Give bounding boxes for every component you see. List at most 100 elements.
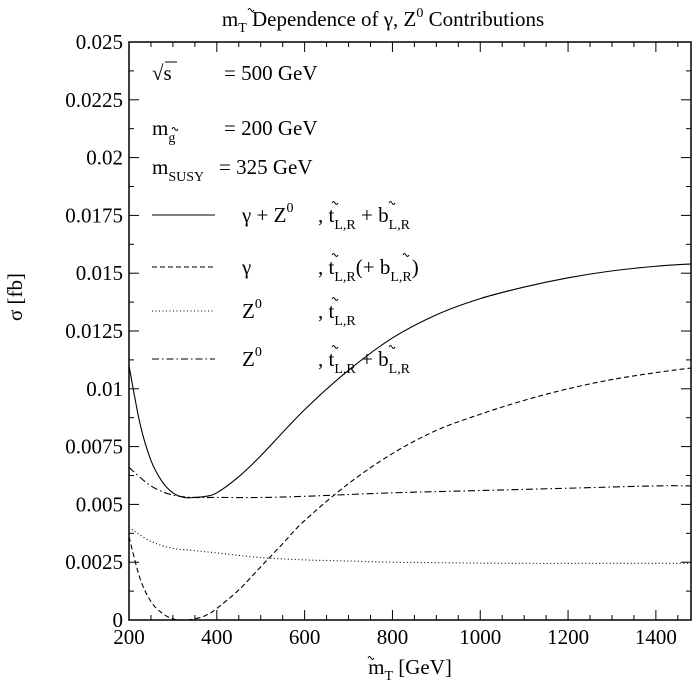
- y-axis-label-text: σ [fb]: [3, 273, 27, 321]
- tilde-mark: [331, 201, 339, 205]
- chart-title: mT Dependence of γ, Z0 Contributions: [222, 6, 544, 36]
- legend: γ + Z0, tL,R + bL,Rγ, tL,R(+ bL,R)Z0, tL…: [152, 201, 419, 377]
- legend-squarks: , tL,R(+ bL,R): [318, 255, 419, 285]
- legend-process: Z0: [242, 345, 262, 371]
- y-tick-label: 0.0075: [65, 435, 123, 459]
- tilde-mark: [247, 8, 255, 12]
- param-value: = 325 GeV: [219, 155, 313, 179]
- y-tick-label: 0.02: [86, 146, 123, 170]
- x-tick-label: 200: [113, 625, 145, 649]
- param-symbol: √s: [152, 61, 172, 85]
- legend-process-main: Z: [242, 347, 255, 371]
- chart-title-main: m: [222, 7, 238, 31]
- y-tick-label: 0.025: [76, 30, 123, 54]
- x-axis-label-sub: T: [384, 669, 393, 684]
- legend-stop: , t: [318, 255, 335, 279]
- legend-process-main: Z: [242, 299, 255, 323]
- chart-title-rest: Dependence of γ, Z: [247, 7, 417, 31]
- legend-process-main: γ: [241, 255, 251, 279]
- legend-squarks: , tL,R + bL,R: [318, 347, 411, 377]
- x-tick-label: 1200: [547, 625, 589, 649]
- tilde-mark: [331, 345, 339, 349]
- legend-stop: , t: [318, 299, 335, 323]
- svg-text:mT [GeV]: mT [GeV]: [368, 655, 452, 684]
- y-axis-label: σ [fb]: [3, 273, 27, 321]
- tilde-mark: [388, 201, 396, 205]
- y-tick-label: 0.015: [76, 261, 123, 285]
- chart-title-tail: Contributions: [423, 7, 544, 31]
- legend-sbottom-sub: L,R: [389, 362, 411, 377]
- plot-frame: [128, 41, 692, 621]
- param-value: = 200 GeV: [224, 116, 318, 140]
- legend-stop: , t: [318, 347, 335, 371]
- y-tick-label: 0.01: [86, 377, 123, 401]
- param-symbol-sub: SUSY: [168, 170, 204, 185]
- tilde-mark: [367, 656, 375, 660]
- y-tick-label: 0: [113, 608, 124, 632]
- param-value: = 500 GeV: [224, 61, 318, 85]
- legend-stop-sub: L,R: [334, 362, 356, 377]
- x-axis-label: mT [GeV]: [367, 655, 452, 684]
- y-tick-label: 0.0175: [65, 203, 123, 227]
- legend-stop-sub: L,R: [334, 270, 356, 285]
- legend-stop-sub: L,R: [334, 218, 356, 233]
- y-tick-labels: 0 0.0025 0.005 0.0075 0.01 0.0125 0.015 0.0175 0…: [65, 30, 123, 632]
- legend-squarks: , tL,R + bL,R: [318, 203, 411, 233]
- legend-close: ): [412, 255, 419, 279]
- tilde-mark: [171, 127, 179, 131]
- param-symbol: mSUSY: [152, 155, 204, 185]
- legend-stop-sub: L,R: [334, 314, 356, 329]
- legend-item: Z0 , tL,R: [152, 297, 356, 329]
- x-tick-labels: 200 400 600 800 1000 1200 1400: [113, 625, 677, 649]
- series-line-dashed: [128, 367, 692, 621]
- legend-sbottom: + b: [356, 203, 389, 227]
- param-row: mSUSY = 325 GeV: [152, 155, 313, 185]
- legend-process-sup: 0: [255, 345, 262, 360]
- legend-item: γ + Z0, tL,R + bL,R: [152, 201, 411, 233]
- svg-text:mT Dependence of γ, Z0 Contrib: mT Dependence of γ, Z0 Contributions: [222, 6, 544, 36]
- legend-stop: , t: [318, 203, 335, 227]
- x-tick-label: 800: [377, 625, 409, 649]
- axis-ticks: [128, 41, 691, 621]
- legend-process-sup: 0: [286, 201, 293, 216]
- tilde-mark: [388, 345, 396, 349]
- legend-process: γ: [241, 255, 251, 279]
- legend-process: γ + Z0: [241, 201, 293, 227]
- param-symbol-main: m: [152, 116, 168, 140]
- tilde-mark: [402, 253, 410, 257]
- series-line-solid: [128, 263, 692, 499]
- legend-item: γ, tL,R(+ bL,R): [152, 253, 419, 285]
- param-row: √s = 500 GeV: [152, 61, 318, 85]
- y-tick-label: 0.005: [76, 492, 123, 516]
- y-tick-label: 0.0025: [65, 550, 123, 574]
- series-line-dashdot: [128, 466, 692, 499]
- chart-title-sup: 0: [416, 6, 423, 21]
- x-axis-label-rest: [GeV]: [393, 655, 452, 679]
- tilde-mark: [331, 253, 339, 257]
- param-symbol-sub: g: [168, 131, 175, 146]
- legend-sbottom-sub: L,R: [390, 270, 412, 285]
- y-tick-label: 0.0225: [65, 88, 123, 112]
- x-tick-label: 1400: [635, 625, 677, 649]
- series-line-dotted: [128, 527, 691, 564]
- x-axis-label-main: m: [368, 655, 384, 679]
- param-symbol: mg: [152, 116, 175, 146]
- legend-sbottom-sub: L,R: [389, 218, 411, 233]
- tilde-mark: [331, 297, 339, 301]
- x-tick-label: 600: [289, 625, 321, 649]
- legend-item: Z0, tL,R + bL,R: [152, 345, 411, 377]
- legend-process-main: γ + Z: [241, 203, 286, 227]
- legend-process: Z0: [242, 297, 262, 323]
- chart-title-sub: T: [238, 21, 247, 36]
- x-tick-label: 400: [201, 625, 233, 649]
- x-tick-label: 1000: [459, 625, 501, 649]
- series-curves: [128, 263, 692, 621]
- legend-squarks: , tL,R: [318, 299, 356, 329]
- param-symbol-main: m: [152, 155, 168, 179]
- legend-process-sup: 0: [255, 297, 262, 312]
- legend-sbottom: + b: [356, 347, 389, 371]
- legend-sbottom: (+ b: [356, 255, 391, 279]
- y-tick-label: 0.0125: [65, 319, 123, 343]
